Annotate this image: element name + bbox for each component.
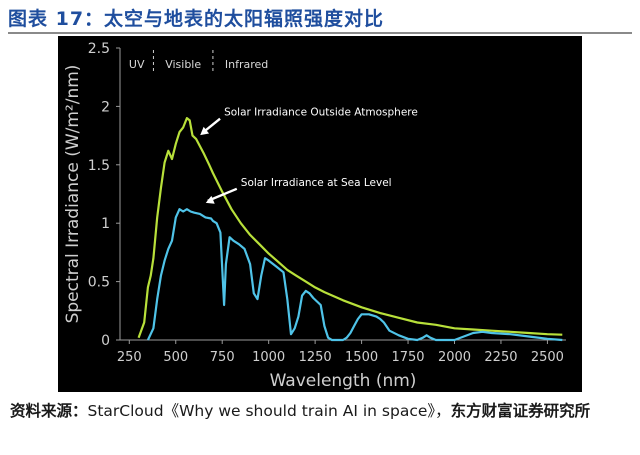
annotation-arrow-head xyxy=(205,195,215,204)
region-label-visible: Visible xyxy=(165,58,201,71)
region-label-uv: UV xyxy=(129,58,145,71)
x-tick-label: 2250 xyxy=(484,350,517,365)
x-tick-label: 750 xyxy=(210,350,235,365)
y-tick-label: 0.5 xyxy=(88,275,110,291)
figure-title: 图表 17：太空与地表的太阳辐照强度对比 xyxy=(8,8,385,30)
annotation-label: Solar Irradiance Outside Atmosphere xyxy=(224,107,418,119)
series-line-outside-atmosphere xyxy=(137,116,563,339)
x-tick-label: 1000 xyxy=(252,350,285,365)
x-tick-label: 250 xyxy=(117,350,142,365)
x-tick-label: 2000 xyxy=(438,350,471,365)
source-publisher: 东方财富证券研究所 xyxy=(450,402,591,420)
y-tick-label: 2.5 xyxy=(88,41,110,57)
x-axis-title: Wavelength (nm) xyxy=(270,371,417,391)
title-divider xyxy=(8,32,632,34)
irradiance-chart: 0 0.5 1 1.5 2 2.5 250 500 750 1000 1250 1500 1750 200… xyxy=(63,41,566,391)
region-label-infrared: Infrared xyxy=(225,58,268,71)
x-tick-label: 1500 xyxy=(345,350,378,365)
x-tick-label: 500 xyxy=(163,350,188,365)
annotation-label: Solar Irradiance at Sea Level xyxy=(241,177,392,189)
x-tick-label: 2500 xyxy=(531,350,564,365)
chart-panel: 0 0.5 1 1.5 2 2.5 250 500 750 1000 1250 1500 1750 200… xyxy=(58,36,582,392)
source-note: 资料来源：StarCloud《Why we should train AI in… xyxy=(10,400,630,423)
annotation-arrow-head xyxy=(200,126,210,136)
y-tick-label: 0 xyxy=(101,333,110,349)
y-tick-label: 1.5 xyxy=(88,158,110,174)
source-text: StarCloud《Why we should train AI in spac… xyxy=(87,402,451,420)
x-tick-label: 1750 xyxy=(391,350,424,365)
series-line-sea-level xyxy=(146,208,563,342)
y-tick-label: 2 xyxy=(101,99,110,115)
x-tick-label: 1250 xyxy=(299,350,332,365)
y-tick-label: 1 xyxy=(101,216,110,232)
y-axis-title: Spectral Irradiance (W/m²/nm) xyxy=(63,65,83,324)
source-label: 资料来源： xyxy=(10,402,88,420)
